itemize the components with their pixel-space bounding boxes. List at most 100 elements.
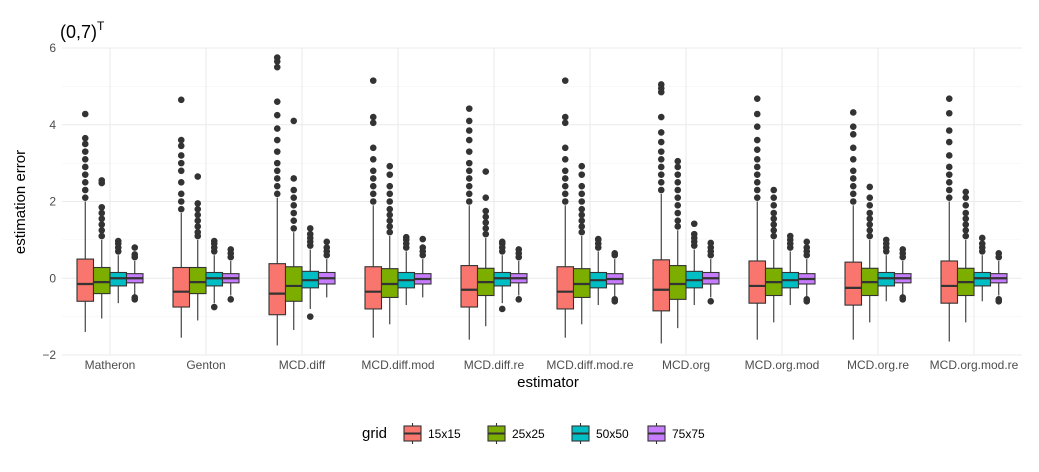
outlier-point bbox=[753, 179, 761, 186]
outlier-point bbox=[369, 198, 377, 205]
outlier-point bbox=[945, 138, 953, 146]
outlier-point bbox=[707, 244, 715, 251]
box-50x50-MCD.diff.re bbox=[493, 238, 512, 313]
box-body bbox=[268, 263, 287, 316]
outlier-point bbox=[674, 217, 682, 224]
legend-key-50x50: 50x50 bbox=[571, 423, 629, 444]
outlier-point bbox=[386, 223, 394, 230]
y-tick-labels: −2 0 2 4 6 bbox=[42, 41, 56, 362]
boxes bbox=[76, 54, 1008, 346]
outlier-point bbox=[866, 226, 874, 234]
box-body bbox=[364, 266, 383, 310]
outlier-point bbox=[290, 209, 298, 217]
outlier-point bbox=[81, 110, 89, 118]
outlier-point bbox=[98, 209, 106, 217]
outlier-point bbox=[561, 155, 569, 163]
outlier-point bbox=[770, 232, 778, 240]
outlier-point bbox=[290, 175, 298, 182]
outlier-point bbox=[611, 296, 619, 303]
outlier-point bbox=[978, 240, 986, 248]
box-body bbox=[940, 260, 959, 304]
outlier-point bbox=[849, 155, 857, 163]
outlier-point bbox=[849, 167, 857, 175]
outlier-point bbox=[945, 163, 953, 171]
outlier-point bbox=[81, 186, 89, 194]
x-axis-title: estimator bbox=[517, 374, 579, 391]
outlier-point bbox=[177, 205, 185, 213]
outlier-point bbox=[849, 182, 857, 190]
outlier-point bbox=[515, 296, 523, 303]
outlier-point bbox=[707, 239, 715, 247]
box-15x15-MCD.diff.mod.re bbox=[556, 77, 575, 338]
outlier-point bbox=[674, 186, 682, 194]
outlier-point bbox=[578, 171, 586, 178]
outlier-point bbox=[561, 113, 569, 121]
outlier-point bbox=[945, 127, 953, 134]
outlier-point bbox=[770, 194, 778, 201]
outlier-point bbox=[386, 228, 394, 236]
outlier-point bbox=[849, 175, 857, 182]
outlier-point bbox=[273, 167, 281, 175]
outlier-point bbox=[306, 230, 314, 238]
outlier-point bbox=[81, 155, 89, 163]
x-tick-label: Matheron bbox=[85, 358, 136, 372]
box-25x25-MCD.org bbox=[668, 157, 687, 329]
box-50x50-Genton bbox=[205, 237, 224, 311]
outlier-point bbox=[849, 190, 857, 198]
outlier-point bbox=[81, 171, 89, 178]
legend-label: 25x25 bbox=[512, 427, 545, 441]
box-15x15-MCD.org.re bbox=[844, 109, 863, 340]
outlier-point bbox=[177, 142, 185, 150]
outlier-point bbox=[131, 251, 139, 258]
outlier-point bbox=[177, 152, 185, 159]
outlier-point bbox=[386, 182, 394, 190]
x-tick-label: MCD.org.re bbox=[847, 358, 909, 372]
outlier-point bbox=[81, 148, 89, 155]
outlier-point bbox=[273, 190, 281, 198]
outlier-point bbox=[114, 237, 122, 245]
y-tick-label: 6 bbox=[49, 41, 56, 55]
outlier-point bbox=[273, 182, 281, 190]
outlier-point bbox=[369, 77, 377, 84]
outlier-point bbox=[657, 163, 665, 171]
outlier-point bbox=[753, 110, 761, 118]
outlier-point bbox=[962, 215, 970, 223]
outlier-point bbox=[866, 183, 874, 191]
box-75x75-MCD.diff.mod bbox=[413, 235, 432, 298]
box-75x75-MCD.org.mod.re bbox=[989, 250, 1008, 305]
legend-key-25x25: 25x25 bbox=[487, 423, 545, 444]
outlier-point bbox=[962, 188, 970, 196]
outlier-point bbox=[465, 148, 473, 155]
outlier-point bbox=[866, 202, 874, 209]
y-tick-label: 2 bbox=[49, 195, 56, 209]
outlier-point bbox=[369, 155, 377, 163]
outlier-point bbox=[803, 296, 811, 303]
outlier-point bbox=[81, 179, 89, 186]
box-25x25-MCD.diff.mod bbox=[380, 162, 399, 325]
x-tick-label: MCD.org.mod bbox=[745, 358, 820, 372]
outlier-point bbox=[657, 171, 665, 178]
outlier-point bbox=[369, 119, 377, 127]
box-body bbox=[652, 259, 671, 312]
outlier-point bbox=[290, 217, 298, 224]
outlier-point bbox=[561, 77, 569, 84]
outlier-point bbox=[770, 226, 778, 234]
outlier-point bbox=[290, 194, 298, 201]
outlier-point bbox=[690, 220, 698, 228]
outlier-point bbox=[177, 159, 185, 167]
outlier-point bbox=[227, 246, 235, 253]
outlier-point bbox=[369, 182, 377, 190]
box-50x50-MCD.org.mod bbox=[781, 232, 800, 306]
outlier-point bbox=[578, 198, 586, 205]
outlier-point bbox=[465, 159, 473, 167]
outlier-point bbox=[98, 203, 106, 211]
box-50x50-MCD.org.mod.re bbox=[973, 234, 992, 302]
outlier-point bbox=[306, 313, 314, 320]
box-50x50-MCD.org.re bbox=[877, 236, 896, 302]
outlier-point bbox=[369, 175, 377, 182]
outlier-point bbox=[753, 155, 761, 163]
outlier-point bbox=[786, 232, 794, 240]
outlier-point bbox=[482, 207, 490, 215]
outlier-point bbox=[770, 209, 778, 217]
outlier-point bbox=[657, 186, 665, 194]
